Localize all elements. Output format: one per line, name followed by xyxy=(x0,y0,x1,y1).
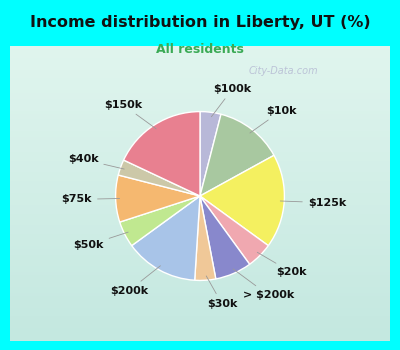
Wedge shape xyxy=(118,160,200,196)
Wedge shape xyxy=(200,196,268,264)
Text: $10k: $10k xyxy=(250,106,297,133)
Wedge shape xyxy=(120,196,200,246)
Wedge shape xyxy=(195,196,216,280)
Wedge shape xyxy=(200,155,284,246)
Text: > $200k: > $200k xyxy=(233,269,294,300)
Text: $30k: $30k xyxy=(206,276,237,309)
Text: City-Data.com: City-Data.com xyxy=(249,66,318,76)
Wedge shape xyxy=(132,196,200,280)
Text: All residents: All residents xyxy=(156,43,244,56)
Text: Income distribution in Liberty, UT (%): Income distribution in Liberty, UT (%) xyxy=(30,15,370,30)
Text: $200k: $200k xyxy=(110,266,160,296)
Text: $75k: $75k xyxy=(62,194,120,204)
Wedge shape xyxy=(116,175,200,222)
Text: $40k: $40k xyxy=(68,154,124,169)
Wedge shape xyxy=(200,196,250,279)
Text: $125k: $125k xyxy=(280,198,346,208)
Text: $150k: $150k xyxy=(104,100,156,129)
Wedge shape xyxy=(200,114,274,196)
Text: $100k: $100k xyxy=(212,84,252,117)
Wedge shape xyxy=(200,112,221,196)
Text: $50k: $50k xyxy=(73,232,128,250)
Text: $20k: $20k xyxy=(257,252,307,278)
Wedge shape xyxy=(124,112,200,196)
